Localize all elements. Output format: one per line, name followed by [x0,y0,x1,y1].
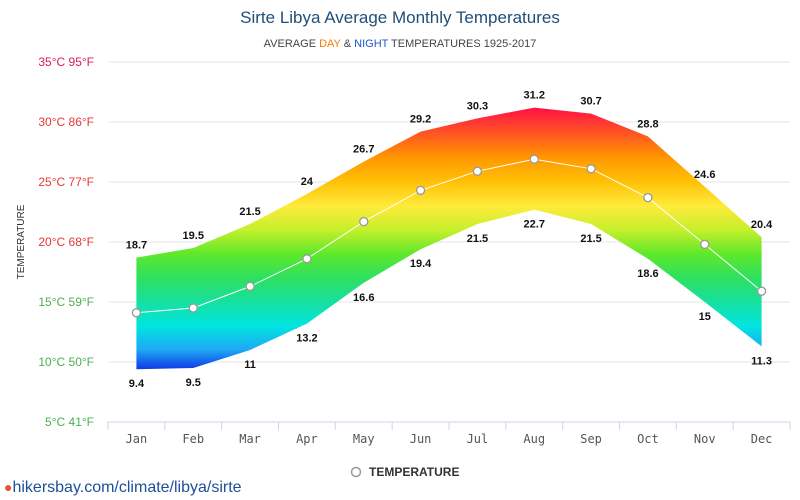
temperature-series-line [136,158,762,314]
night-data-label: 22.7 [524,219,545,231]
night-data-label: 9.4 [129,378,145,390]
x-tick-label: Apr [296,432,318,446]
subtitle-day-word: DAY [319,38,341,50]
day-data-label: 19.5 [183,230,204,242]
day-data-label: 31.2 [524,90,545,102]
band-layer [136,107,762,370]
x-tick-label: Sep [580,432,602,446]
chart-subtitle: AVERAGE DAY & NIGHT TEMPERATURES 1925-20… [264,38,537,50]
legend-item-temperature[interactable]: TEMPERATURE [350,465,460,479]
day-data-label: 24 [301,176,314,188]
x-tick-label: May [353,432,375,446]
x-tick-label: Mar [239,432,261,446]
night-data-label: 13.2 [296,333,317,345]
y-tick-label: 5°C 41°F [45,415,94,429]
footer-link[interactable]: ●hikersbay.com/climate/libya/sirte [4,479,242,497]
day-data-label: 26.7 [353,144,374,156]
y-tick-label: 20°C 68°F [38,235,94,249]
day-data-label: 29.2 [410,114,431,126]
temperature-point [756,286,767,296]
day-data-label: 24.6 [694,169,715,181]
label-layer: 18.7 19.5 21.5 24 26.7 29.2 30.3 31.2 30.7 28.8 24… [126,90,773,391]
footer-text: hikersbay.com/climate/libya/sirte [12,479,242,496]
subtitle-night-word: NIGHT [354,38,389,50]
night-data-label: 19.4 [410,258,432,270]
y-tick-label: 35°C 95°F [38,55,94,69]
night-data-label: 16.6 [353,292,374,304]
x-tick-label: Jul [467,432,489,446]
temperature-point [245,281,255,292]
temperature-point [415,185,426,196]
y-axis-label: TEMPERATURE [16,204,27,279]
temperature-point [529,154,539,164]
circle-marker-icon [350,466,362,478]
axis-layer: Jan Feb Mar Apr May Jun Jul Aug Sep Oct Nov Dec [107,421,791,446]
day-data-label: 21.5 [239,206,260,218]
day-data-label: 30.7 [580,96,601,108]
y-tick-label: 30°C 86°F [38,115,94,129]
night-data-label: 21.5 [580,233,601,245]
temperature-point [302,254,312,264]
subtitle-prefix: AVERAGE [264,38,319,50]
x-tick-label: Jan [126,432,148,446]
day-data-label: 18.7 [126,240,147,252]
y-tick-label: 25°C 77°F [38,175,94,189]
night-data-label: 15 [699,311,711,323]
temperature-point [359,216,369,227]
day-data-label: 28.8 [637,118,658,130]
night-data-label: 11 [244,359,256,371]
x-tick-label: Jun [410,432,432,446]
night-data-label: 21.5 [467,233,488,245]
temperature-point [472,166,483,176]
subtitle-suffix: TEMPERATURES 1925-2017 [388,38,536,50]
night-data-label: 9.5 [186,377,201,389]
temperature-point [586,164,596,174]
temperature-range-band [136,107,762,370]
night-data-label: 11.3 [751,355,772,367]
chart-title: Sirte Libya Average Monthly Temperatures [240,8,560,27]
night-data-label: 18.6 [637,268,658,280]
temperature-point [700,239,710,250]
y-tick-label: 15°C 59°F [38,295,94,309]
x-tick-label: Dec [751,432,773,446]
y-tick-label: 10°C 50°F [38,355,94,369]
temperature-point [188,303,198,313]
x-tick-label: Feb [182,432,204,446]
subtitle-joiner: & [341,38,354,50]
temperature-point [643,192,653,203]
x-tick-label: Aug [523,432,545,446]
x-tick-label: Oct [637,432,659,446]
day-data-label: 20.4 [751,219,773,231]
line-layer [131,154,767,318]
x-tick-label: Nov [694,432,716,446]
map-pin-icon: ● [4,479,13,495]
legend-label: TEMPERATURE [369,465,459,479]
day-data-label: 30.3 [467,100,488,112]
temperature-point [131,308,142,318]
